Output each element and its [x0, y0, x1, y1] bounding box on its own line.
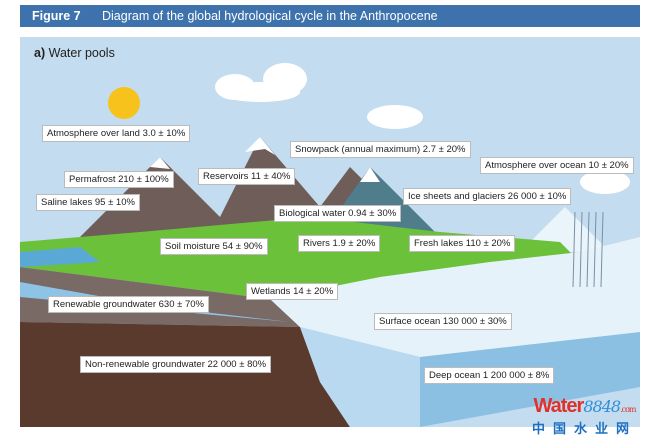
non-renewable-groundwater-layer	[20, 322, 350, 427]
label-non-renewable-groundwater: Non-renewable groundwater 22 000 ± 80%	[80, 356, 272, 373]
label-biological-water: Biological water 0.94 ± 30%	[274, 205, 402, 222]
label-reservoirs: Reservoirs 11 ± 40%	[198, 168, 296, 185]
label-permafrost: Permafrost 210 ± 100%	[64, 171, 174, 188]
cloud-icon	[215, 63, 630, 194]
label-atmosphere-land: Atmosphere over land 3.0 ± 10%	[42, 125, 191, 142]
diagram-panel: a) Water pools Atmosphere over land 3.0 …	[20, 37, 640, 427]
ocean-left-face	[300, 327, 420, 427]
label-renewable-groundwater: Renewable groundwater 630 ± 70%	[48, 296, 209, 313]
figure-number: Figure 7	[32, 9, 81, 23]
figure-title: Diagram of the global hydrological cycle…	[102, 9, 438, 23]
panel-title: a) Water pools	[34, 46, 115, 60]
figure-header: Figure 7 Diagram of the global hydrologi…	[20, 5, 640, 27]
ocean-surface	[270, 237, 640, 357]
label-rivers: Rivers 1.9 ± 20%	[298, 235, 381, 252]
label-fresh-lakes: Fresh lakes 110 ± 20%	[409, 235, 516, 252]
label-wetlands: Wetlands 14 ± 20%	[246, 283, 339, 300]
label-saline-lakes: Saline lakes 95 ± 10%	[36, 194, 140, 211]
sun-icon	[108, 87, 140, 119]
label-deep-ocean: Deep ocean 1 200 000 ± 8%	[424, 367, 555, 384]
rain-icon	[572, 211, 604, 288]
label-atmosphere-ocean: Atmosphere over ocean 10 ± 20%	[480, 157, 634, 174]
label-ice-sheets: Ice sheets and glaciers 26 000 ± 10%	[403, 188, 572, 205]
watermark-logo: Water8848.com 中国水业网	[532, 395, 638, 436]
label-surface-ocean: Surface ocean 130 000 ± 30%	[374, 313, 512, 330]
label-soil-moisture: Soil moisture 54 ± 90%	[160, 238, 268, 255]
label-snowpack: Snowpack (annual maximum) 2.7 ± 20%	[290, 141, 471, 158]
